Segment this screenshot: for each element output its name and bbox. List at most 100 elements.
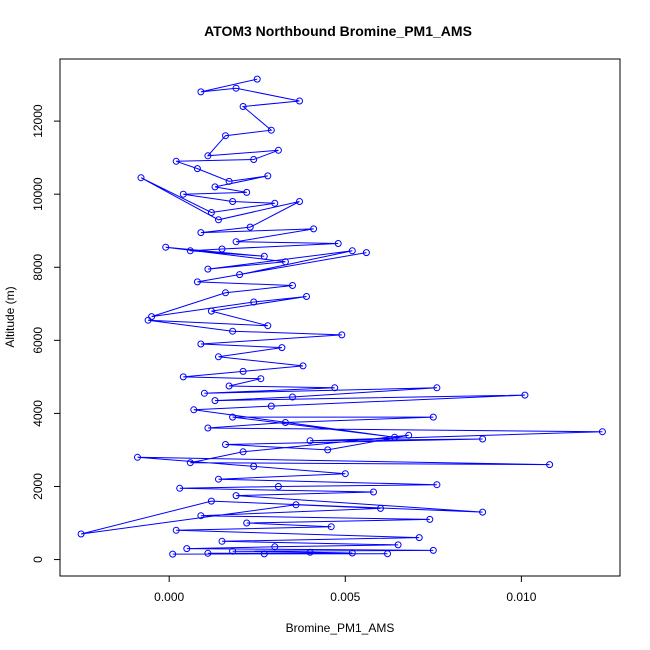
data-point: [232, 492, 240, 500]
data-point: [197, 88, 205, 96]
data-point: [391, 433, 399, 441]
data-point: [303, 293, 310, 300]
data-point: [200, 389, 208, 397]
data-point: [207, 209, 215, 216]
data-point: [292, 501, 300, 509]
data-point: [415, 534, 423, 542]
data-point: [204, 152, 212, 160]
data-point: [162, 243, 170, 251]
data-point: [281, 258, 289, 266]
data-point: [239, 367, 247, 375]
x-axis-label: Bromine_PM1_AMS: [286, 621, 395, 635]
data-point: [324, 446, 332, 454]
data-point: [229, 327, 237, 335]
data-point: [197, 340, 205, 348]
data-point: [239, 103, 247, 110]
data-point: [334, 240, 342, 247]
data-point: [394, 541, 402, 549]
data-point: [218, 537, 226, 545]
data-point: [405, 431, 413, 439]
data-point: [253, 75, 261, 83]
data-point: [331, 384, 339, 392]
data-point: [243, 519, 251, 527]
y-tick-label: 6000: [31, 327, 45, 354]
data-point: [260, 550, 268, 558]
data-point: [169, 550, 177, 558]
data-point: [207, 307, 215, 315]
data-point: [429, 546, 437, 554]
data-point: [172, 526, 180, 534]
y-tick-label: 10000: [31, 177, 45, 211]
data-point: [362, 249, 370, 257]
data-point: [204, 549, 212, 557]
series-layer: [77, 75, 606, 558]
x-tick-label: 0.000: [154, 590, 184, 604]
data-point: [348, 247, 356, 255]
data-point: [243, 188, 251, 196]
data-point: [306, 437, 314, 445]
data-point: [384, 550, 391, 558]
data-point: [370, 488, 377, 496]
data-point: [215, 216, 222, 224]
data-point: [211, 183, 219, 191]
data-point: [197, 512, 205, 520]
data-point: [225, 177, 233, 185]
data-point: [211, 397, 219, 405]
data-point: [186, 247, 194, 255]
data-point: [310, 225, 318, 233]
data-point: [281, 419, 289, 426]
data-point: [348, 549, 356, 557]
data-point: [250, 156, 258, 163]
data-point: [264, 172, 272, 180]
data-point: [296, 198, 303, 205]
data-point: [598, 428, 606, 436]
data-point: [429, 413, 437, 421]
data-point: [239, 448, 247, 456]
data-point: [271, 199, 279, 207]
data-point: [274, 146, 282, 154]
data-point: [267, 126, 275, 134]
data-point: [264, 322, 272, 330]
data-point: [197, 229, 205, 237]
series-line: [80, 78, 603, 555]
data-point: [338, 331, 346, 339]
data-point: [179, 373, 187, 381]
data-point: [546, 461, 554, 469]
data-point: [229, 547, 237, 555]
plot-frame: [59, 58, 621, 577]
data-point: [232, 84, 240, 92]
data-point: [377, 504, 384, 512]
data-point: [204, 265, 212, 273]
data-point: [327, 523, 335, 531]
data-point: [250, 462, 258, 470]
data-point: [229, 413, 237, 421]
data-point: [433, 384, 441, 392]
data-point: [433, 481, 441, 489]
data-point: [250, 298, 258, 306]
data-point: [236, 271, 244, 279]
data-point: [232, 238, 240, 246]
x-tick-label: 0.010: [506, 590, 536, 604]
data-point: [289, 393, 296, 401]
data-point: [204, 424, 212, 432]
data-point: [246, 223, 254, 231]
data-point: [289, 282, 296, 289]
data-point: [176, 484, 184, 492]
data-point: [271, 543, 279, 551]
data-point: [306, 548, 314, 556]
data-point: [77, 530, 85, 538]
data-point: [222, 289, 229, 297]
y-axis: 0 2000 4000 6000 8000 10000 12000: [31, 104, 61, 563]
data-point: [278, 344, 286, 352]
data-point: [207, 497, 215, 505]
data-point: [144, 316, 152, 324]
data-point: [299, 362, 307, 370]
data-point: [193, 278, 201, 286]
data-point: [521, 391, 529, 399]
data-point: [215, 353, 222, 361]
chart-title: ATOM3 Northbound Bromine_PM1_AMS: [204, 23, 472, 39]
data-point: [193, 165, 201, 173]
data-point: [134, 453, 141, 461]
x-tick-label: 0.005: [330, 590, 360, 604]
